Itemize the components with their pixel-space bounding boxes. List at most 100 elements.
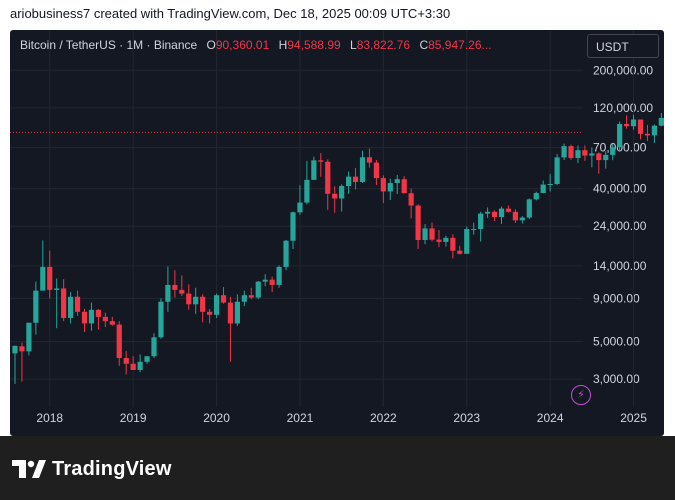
chart-panel[interactable]: 200,000.00 120,000.00 70,000.00 40,000.00 24… xyxy=(10,30,664,436)
candle-body xyxy=(630,119,637,127)
candle-body xyxy=(617,123,623,148)
candle-body xyxy=(95,309,101,317)
candle-body xyxy=(248,295,254,298)
candle-body xyxy=(325,161,331,194)
candle-body xyxy=(144,356,150,362)
candle-body xyxy=(220,295,227,303)
candle-body xyxy=(109,321,115,325)
candle-body xyxy=(610,147,616,155)
candle-body xyxy=(651,125,657,136)
x-tick-label: 2019 xyxy=(120,411,147,425)
candle-body xyxy=(81,311,88,324)
candle-body xyxy=(234,301,240,324)
candle-body xyxy=(596,153,602,161)
y-tick-label: 200,000.00 xyxy=(593,63,653,77)
candle-body xyxy=(561,146,567,158)
candle-body xyxy=(186,293,192,305)
footer-bar: TradingView xyxy=(0,436,675,500)
candle-body xyxy=(172,284,178,290)
candle-body xyxy=(33,290,39,323)
candle-body xyxy=(408,193,414,206)
candle-body xyxy=(61,288,67,318)
candle-body xyxy=(464,229,470,254)
candle-body xyxy=(213,295,220,315)
tradingview-logo[interactable]: TradingView xyxy=(12,458,172,480)
candle-body xyxy=(123,358,129,364)
candlestick-chart[interactable]: 200,000.00120,000.0070,000.0040,000.0024… xyxy=(10,30,664,436)
candle-body xyxy=(359,157,366,182)
ohlc-close-label: C xyxy=(419,38,429,52)
candle-body xyxy=(207,311,213,315)
y-tick-label: 24,000.00 xyxy=(593,219,647,233)
candle-body xyxy=(366,157,373,163)
tradingview-logo-icon xyxy=(12,460,46,478)
candle-body xyxy=(575,150,581,158)
symbol-title: Bitcoin / TetherUS · 1M · Binance xyxy=(20,38,198,52)
candle-body xyxy=(603,154,609,161)
candle-body xyxy=(485,211,491,214)
candle-body xyxy=(644,133,651,136)
candle-body xyxy=(589,153,595,156)
ohlc-high: H94,588.99 xyxy=(273,38,341,52)
x-tick-label: 2018 xyxy=(36,411,63,425)
candle-body xyxy=(540,184,546,194)
candle-body xyxy=(88,309,95,324)
candle-body xyxy=(637,119,644,134)
candle-body xyxy=(658,117,664,126)
x-tick-label: 2020 xyxy=(203,411,230,425)
candle-body xyxy=(519,217,525,221)
flash-icon[interactable]: ⚡ xyxy=(571,385,591,405)
x-tick-label: 2022 xyxy=(370,411,397,425)
ohlc-high-label: H xyxy=(278,38,288,52)
candle-body xyxy=(227,302,234,324)
candle-body xyxy=(165,284,171,302)
candle-body xyxy=(457,250,463,254)
ohlc-high-value: 94,588.99 xyxy=(287,38,341,52)
candle-body xyxy=(304,179,310,203)
candle-body xyxy=(40,266,46,291)
candle-body xyxy=(311,160,317,180)
candle-body xyxy=(491,211,498,218)
candle-body xyxy=(68,296,74,318)
candle-body xyxy=(339,185,345,199)
x-tick-label: 2024 xyxy=(537,411,564,425)
ohlc-open: O90,360.01 xyxy=(201,38,270,52)
y-tick-label: 5,000.00 xyxy=(593,335,640,349)
candle-body xyxy=(554,157,560,185)
ohlc-open-label: O xyxy=(206,38,216,52)
candle-body xyxy=(276,266,282,285)
y-tick-label: 14,000.00 xyxy=(593,259,647,273)
candle-body xyxy=(26,322,32,352)
candle-body xyxy=(179,289,185,294)
candle-body xyxy=(436,239,442,242)
candle-body xyxy=(624,123,630,127)
candle-body xyxy=(332,193,338,199)
ohlc-close: C85,947.26... xyxy=(413,38,491,52)
ohlc-low-label: L xyxy=(350,38,357,52)
candle-body xyxy=(102,316,108,322)
candle-body xyxy=(116,324,122,359)
ohlc-open-value: 90,360.01 xyxy=(215,38,270,52)
ohlc-low: L83,822.76 xyxy=(344,38,410,52)
candle-body xyxy=(54,288,60,290)
candle-body xyxy=(401,179,407,194)
candle-body xyxy=(533,193,539,200)
candle-body xyxy=(12,345,18,354)
candle-body xyxy=(262,279,268,282)
tradingview-brand-text: TradingView xyxy=(52,457,172,480)
y-tick-label: 120,000.00 xyxy=(593,101,653,115)
candle-body xyxy=(415,205,421,241)
candle-body xyxy=(158,301,164,338)
candle-body xyxy=(422,228,428,241)
candle-body xyxy=(373,162,379,179)
candle-body xyxy=(429,228,435,240)
symbol-legend: Bitcoin / TetherUS · 1M · Binance O90,36… xyxy=(20,38,492,52)
currency-selector[interactable]: USDT xyxy=(587,34,659,58)
x-tick-label: 2023 xyxy=(453,411,480,425)
candle-body xyxy=(582,150,588,156)
x-tick-label: 2021 xyxy=(287,411,314,425)
y-tick-label: 40,000.00 xyxy=(593,182,647,196)
candle-body xyxy=(394,179,400,184)
candle-body xyxy=(380,178,386,192)
candle-body xyxy=(352,176,359,182)
